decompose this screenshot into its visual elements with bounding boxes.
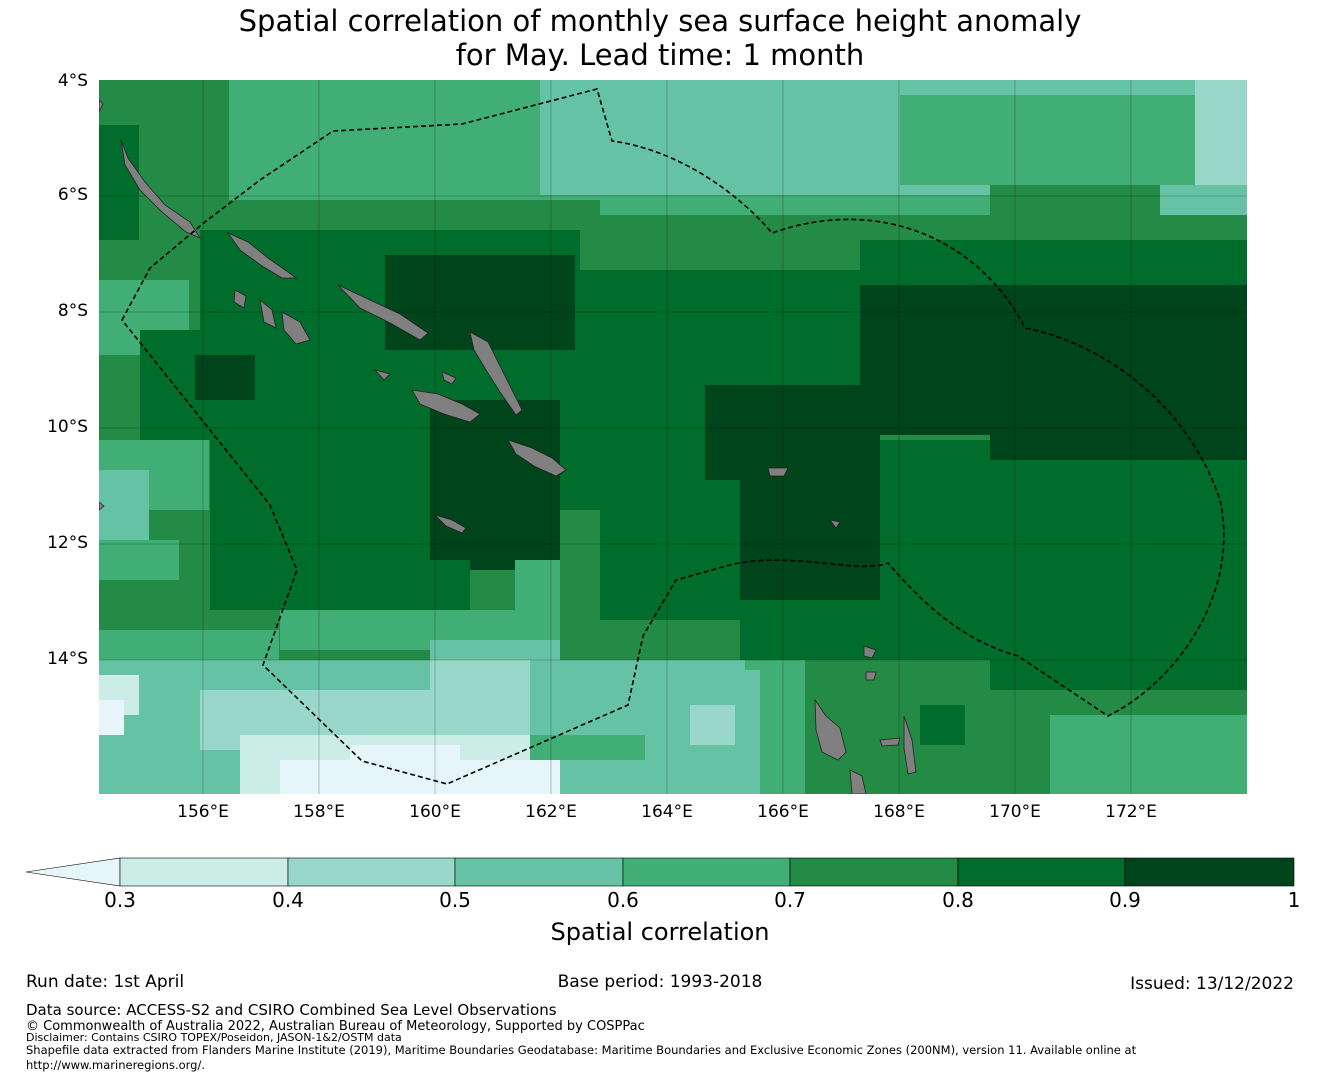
lon-label-168e: 168°E xyxy=(873,802,925,822)
issued-date: Issued: 13/12/2022 xyxy=(1130,974,1294,994)
lat-label-12s: 12°S xyxy=(47,533,88,553)
lat-label-10s: 10°S xyxy=(47,417,88,437)
lon-label-172e: 172°E xyxy=(1105,802,1157,822)
lat-label-14s: 14°S xyxy=(47,649,88,669)
base-period: Base period: 1993-2018 xyxy=(557,972,763,992)
colorbar-tick-0.9: 0.9 xyxy=(1109,888,1141,912)
colorbar-tick-0.8: 0.8 xyxy=(942,888,974,912)
lon-label-160e: 160°E xyxy=(409,802,461,822)
colorbar-bin-0.4-0.5 xyxy=(287,857,456,887)
lat-label-4s: 4°S xyxy=(57,71,88,91)
lon-label-166e: 166°E xyxy=(757,802,809,822)
lon-label-170e: 170°E xyxy=(989,802,1041,822)
map-title-line1: Spatial correlation of monthly sea surfa… xyxy=(238,4,1082,38)
colorbar-tick-0.6: 0.6 xyxy=(607,888,639,912)
lon-label-162e: 162°E xyxy=(525,802,577,822)
map-title-line2: for May. Lead time: 1 month xyxy=(455,38,865,72)
colorbar-bin-0.3-0.4 xyxy=(119,857,289,887)
eez-boundary xyxy=(121,88,1225,785)
colorbar-bin-0.5-0.6 xyxy=(454,857,624,887)
lon-label-156e: 156°E xyxy=(177,802,229,822)
colorbar-title: Spatial correlation xyxy=(550,918,770,946)
correlation-map xyxy=(99,80,1247,794)
copyright-notice: © Commonwealth of Australia 2022, Austra… xyxy=(26,1019,645,1034)
correlation-field xyxy=(99,80,1247,794)
data-source: Data source: ACCESS-S2 and CSIRO Combine… xyxy=(26,1001,557,1019)
colorbar-extend-arrow xyxy=(25,857,121,887)
lon-label-158e: 158°E xyxy=(293,802,345,822)
lat-label-8s: 8°S xyxy=(57,301,88,321)
colorbar-tick-1: 1 xyxy=(1287,888,1301,912)
lat-label-6s: 6°S xyxy=(57,185,88,205)
graticule xyxy=(99,80,1247,794)
colorbar-bin-0.7-0.8 xyxy=(789,857,959,887)
colorbar-bin-0.6-0.7 xyxy=(622,857,791,887)
colorbar-tick-0.7: 0.7 xyxy=(774,888,806,912)
colorbar-bin-0.8-0.9 xyxy=(957,857,1126,887)
disclaimer: Disclaimer: Contains CSIRO TOPEX/Poseido… xyxy=(26,1031,402,1044)
colorbar xyxy=(25,857,1295,887)
shapefile-credit-line1: Shapefile data extracted from Flanders M… xyxy=(26,1043,1137,1057)
lon-label-164e: 164°E xyxy=(641,802,693,822)
land-masses xyxy=(99,99,917,794)
colorbar-tick-0.3: 0.3 xyxy=(104,888,136,912)
colorbar-bin-0.9-1 xyxy=(1124,857,1295,887)
shapefile-credit-line2: http://www.marineregions.org/. xyxy=(26,1058,205,1072)
colorbar-tick-0.4: 0.4 xyxy=(272,888,304,912)
colorbar-tick-0.5: 0.5 xyxy=(439,888,471,912)
run-date: Run date: 1st April xyxy=(26,972,185,992)
